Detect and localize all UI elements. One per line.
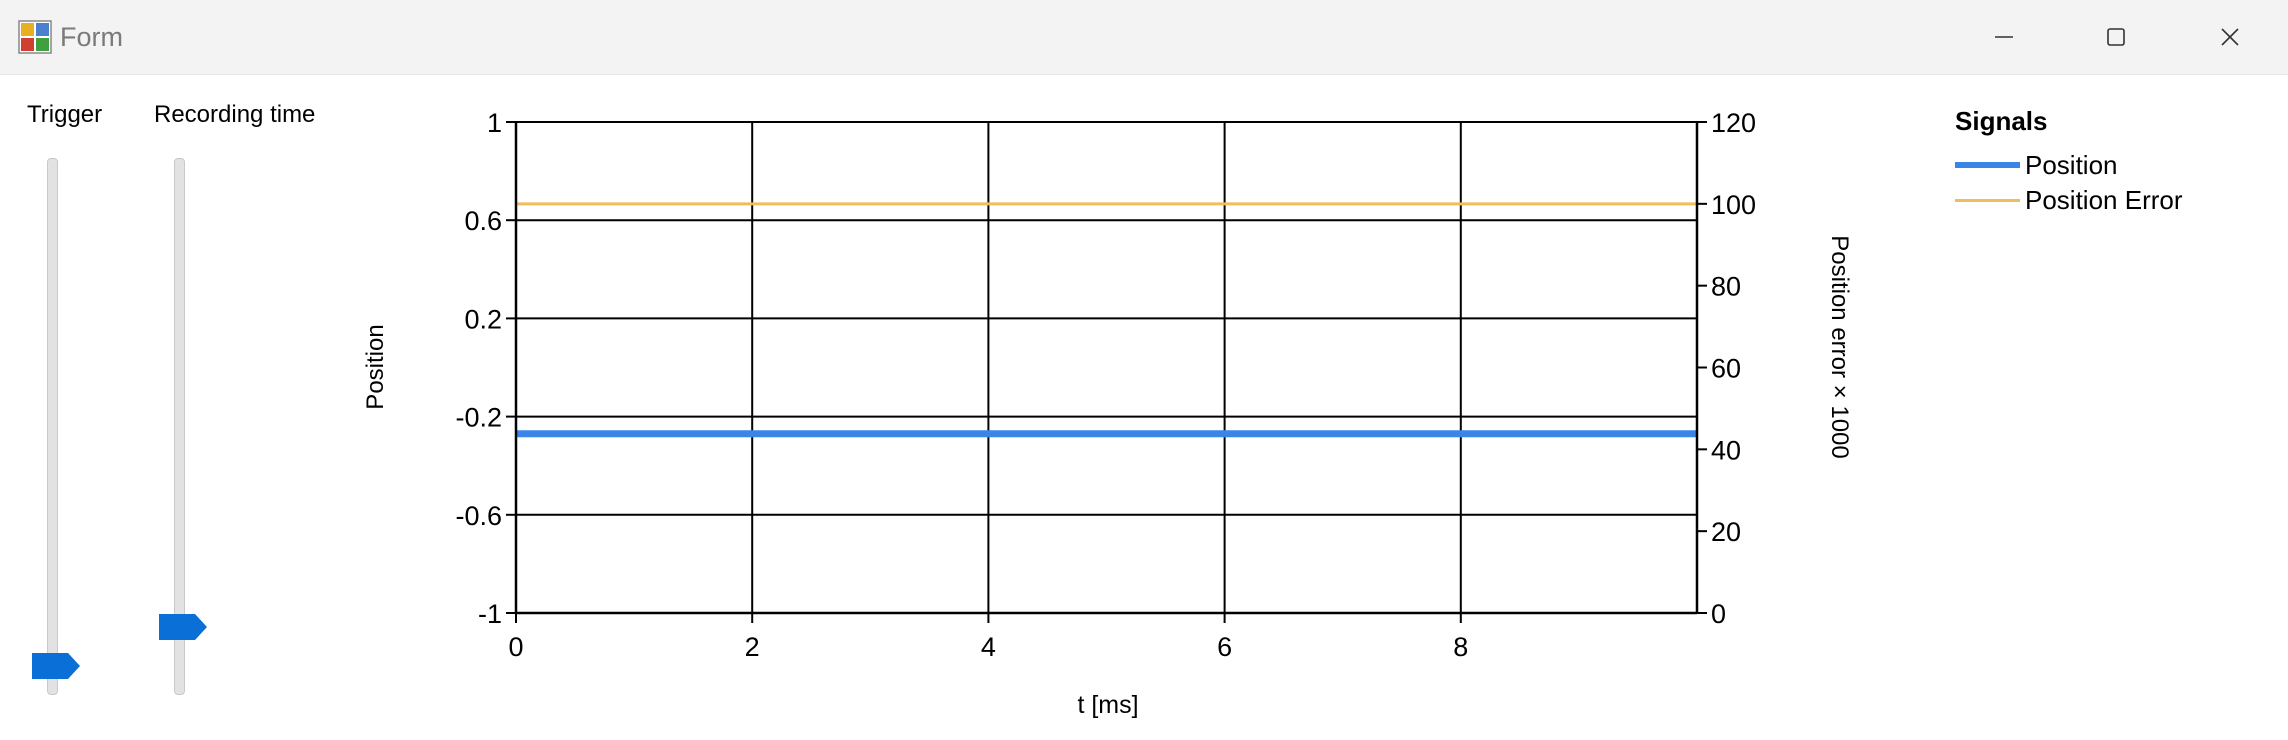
recording-time-slider-thumb[interactable] [157,612,209,642]
maximize-button[interactable] [2062,0,2170,74]
y2-tick-label: 40 [1711,435,1741,465]
y-tick-label: 0.6 [464,206,502,236]
chart-labels: t [ms] Position Position error × 1000 [362,235,1853,719]
legend-title: Signals [1955,106,2048,136]
y2-axis-label: Position error × 1000 [1826,235,1853,458]
trigger-label: Trigger [27,101,103,128]
x-tick-label: 6 [1217,632,1232,662]
window-title: Form [60,22,123,52]
trigger-slider-thumb[interactable] [30,651,82,681]
y2-tick-label: 20 [1711,517,1741,547]
form-client-area [0,75,2288,740]
chart-grid [515,121,1697,614]
y2-tick-label: 80 [1711,272,1741,302]
trigger-slider-track[interactable] [47,158,58,695]
y2-tick-label: 0 [1711,599,1726,629]
y2-tick-label: 60 [1711,354,1741,384]
y-axis-label: Position [362,324,389,409]
minimize-icon [1995,36,2013,38]
x-tick-label: 2 [745,632,760,662]
x-axis-label: t [ms] [1077,691,1138,719]
legend-label-position-error: Position Error [2025,185,2183,215]
app-form-icon [18,20,52,54]
title-bar: Form [0,0,2288,75]
x-tick-label: 4 [981,632,996,662]
y-tick-label: -0.2 [455,403,502,433]
chart-axes: 0 2 4 6 8 1 0.6 0.2 -0.2 -0.6 -1 120 100 80 60 40 20 0 [455,108,1756,662]
legend-swatch-position-error [1955,199,2020,202]
minimize-button[interactable] [1950,0,2058,74]
y2-tick-label: 120 [1711,108,1756,138]
close-button[interactable] [2176,0,2284,74]
recording-time-slider-track[interactable] [174,158,185,695]
signal-chart: 0 2 4 6 8 1 0.6 0.2 -0.2 -0.6 -1 120 100 80 60 40 20 0 t … [362,108,1853,719]
y-tick-label: -1 [478,599,502,629]
legend-swatch-position [1955,162,2020,168]
y-tick-label: 1 [487,108,502,138]
close-icon [2221,28,2239,46]
y2-tick-label: 100 [1711,190,1756,220]
x-tick-label: 0 [508,632,523,662]
recording-time-label: Recording time [154,101,316,128]
x-tick-label: 8 [1453,632,1468,662]
chart-series [516,202,1697,438]
y-tick-label: 0.2 [464,304,502,334]
legend-label-position: Position [2025,150,2118,180]
y-tick-label: -0.6 [455,501,502,531]
maximize-icon [2107,28,2125,46]
